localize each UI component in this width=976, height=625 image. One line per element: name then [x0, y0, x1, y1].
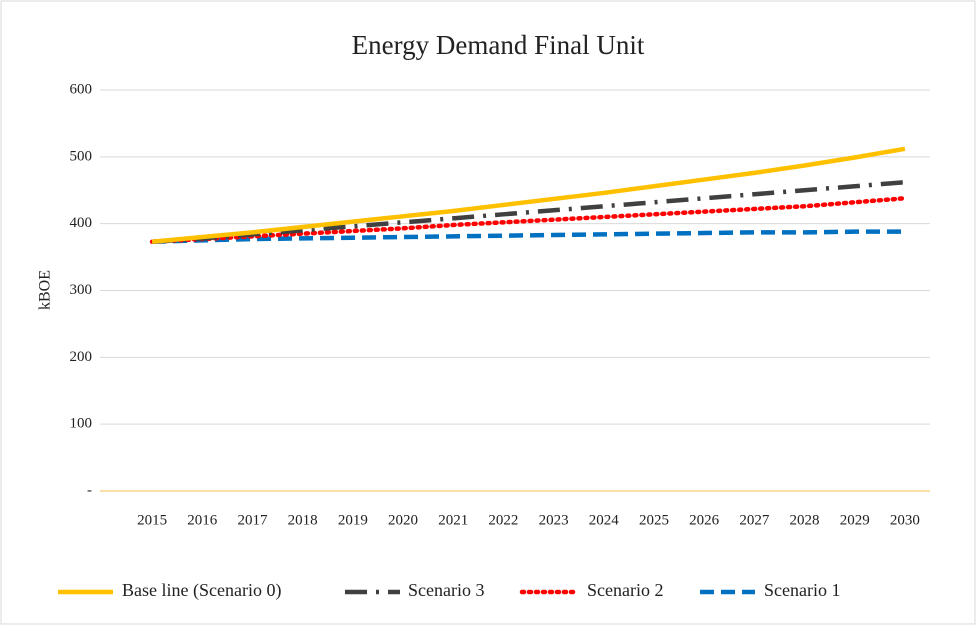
x-tick-label: 2015: [137, 512, 167, 528]
line-series: [151, 146, 906, 244]
x-tick-label: 2023: [539, 512, 569, 528]
x-tick-label: 2016: [187, 512, 218, 528]
x-tick-label: 2027: [739, 512, 770, 528]
y-tick-label: 400: [70, 215, 93, 231]
x-tick-label: 2019: [338, 512, 368, 528]
line-series: [151, 179, 906, 244]
y-tick-label: -: [87, 482, 92, 498]
x-tick-label: 2018: [288, 512, 318, 528]
x-tick-label: 2021: [438, 512, 468, 528]
y-tick-label: 500: [70, 148, 93, 164]
x-tick-label: 2020: [388, 512, 418, 528]
legend-label: Scenario 2: [587, 580, 663, 600]
y-tick-label: 300: [70, 282, 93, 298]
y-axis-label: kBOE: [37, 270, 54, 310]
x-tick-label: 2024: [589, 512, 620, 528]
legend-label: Scenario 1: [764, 580, 840, 600]
y-tick-label: 200: [70, 349, 93, 365]
chart-title: Energy Demand Final Unit: [352, 30, 645, 60]
x-tick-label: 2029: [840, 512, 870, 528]
x-tick-label: 2017: [237, 512, 268, 528]
line-series: [149, 196, 908, 244]
x-tick-label: 2030: [890, 512, 920, 528]
legend-label: Scenario 3: [408, 580, 484, 600]
legend-label: Base line (Scenario 0): [122, 580, 281, 601]
x-tick-label: 2028: [790, 512, 820, 528]
x-tick-label: 2025: [639, 512, 669, 528]
x-tick-label: 2026: [689, 512, 720, 528]
x-tick-label: 2022: [488, 512, 518, 528]
y-tick-label: 600: [70, 81, 93, 97]
y-tick-label: 100: [70, 416, 93, 432]
